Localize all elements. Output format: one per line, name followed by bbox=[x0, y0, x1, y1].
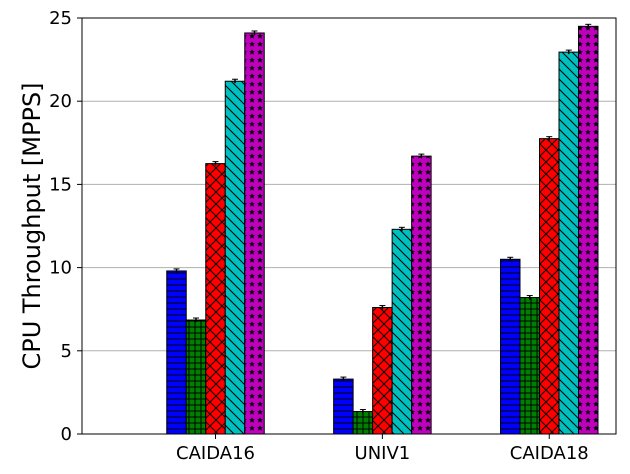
bar bbox=[578, 25, 599, 435]
bar bbox=[372, 307, 393, 435]
bar bbox=[539, 138, 560, 435]
bars bbox=[166, 25, 599, 435]
y-tick-label: 15 bbox=[49, 174, 72, 195]
bar bbox=[224, 80, 246, 435]
bar bbox=[205, 163, 226, 435]
bar bbox=[519, 297, 540, 435]
bar bbox=[185, 319, 207, 435]
bar bbox=[411, 155, 432, 435]
bar bbox=[500, 258, 521, 435]
y-tick-label: 10 bbox=[49, 258, 72, 279]
bar bbox=[244, 32, 265, 435]
bar bbox=[391, 228, 413, 435]
y-axis-ticks: 0 5 10 15 20 25 bbox=[49, 8, 82, 445]
x-tick-label: CAIDA16 bbox=[176, 443, 255, 464]
x-tick-label: CAIDA18 bbox=[510, 443, 589, 464]
bar bbox=[333, 378, 354, 435]
x-axis-ticks: CAIDA16 UNIV1 CAIDA18 bbox=[176, 434, 589, 464]
y-tick-label: 0 bbox=[61, 424, 72, 445]
bar bbox=[352, 411, 374, 435]
y-tick-label: 25 bbox=[49, 8, 72, 29]
plot-frame bbox=[81, 17, 617, 435]
bar bbox=[558, 51, 579, 435]
bar bbox=[166, 270, 187, 435]
x-tick-label: UNIV1 bbox=[355, 443, 411, 464]
y-tick-label: 20 bbox=[49, 91, 72, 112]
y-tick-label: 5 bbox=[61, 341, 72, 362]
y-axis-label: CPU Throughput [MPPS] bbox=[18, 82, 46, 369]
error-bars bbox=[173, 23, 592, 414]
